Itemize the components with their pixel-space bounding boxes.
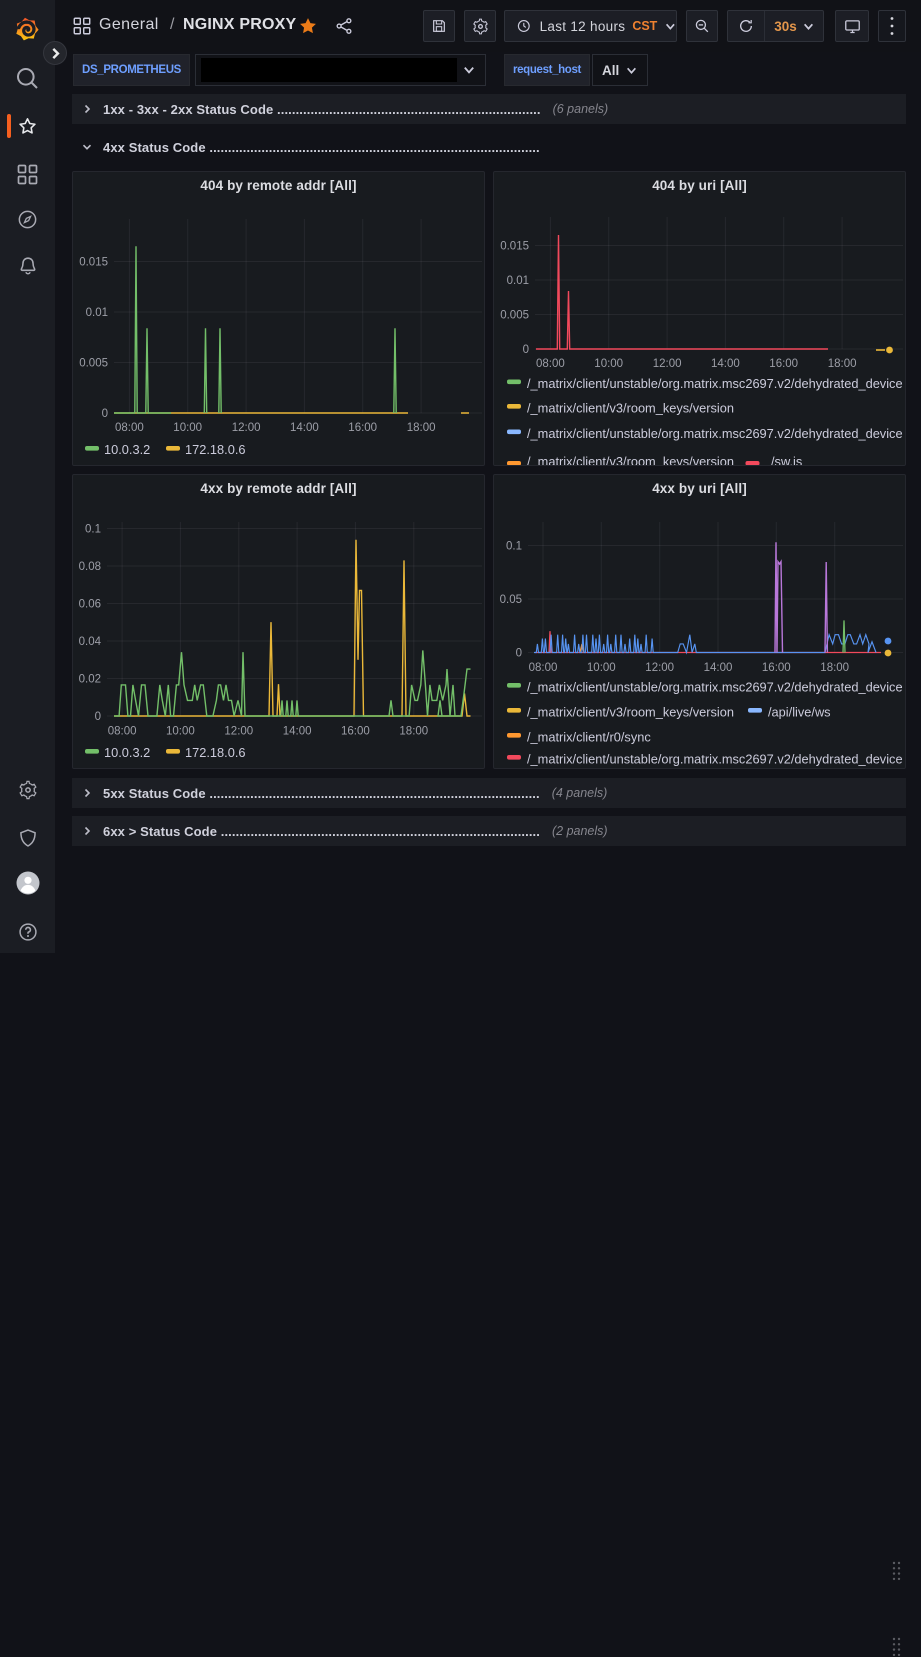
svg-text:12:00: 12:00 (224, 726, 253, 738)
svg-text:0: 0 (102, 408, 108, 420)
svg-text:0.015: 0.015 (500, 241, 529, 253)
svg-text:/sw.js: /sw.js (771, 454, 802, 465)
svg-text:/_matrix/client/unstable/org.m: /_matrix/client/unstable/org.matrix.msc2… (527, 376, 903, 391)
svg-text:0.01: 0.01 (86, 307, 108, 319)
svg-text:10.0.3.2: 10.0.3.2 (104, 442, 150, 457)
svg-text:12:00: 12:00 (653, 358, 682, 370)
svg-text:0.01: 0.01 (507, 275, 529, 287)
svg-text:/_matrix/client/unstable/org.m: /_matrix/client/unstable/org.matrix.msc2… (527, 680, 903, 695)
svg-text:/_matrix/client/unstable/org.m: /_matrix/client/unstable/org.matrix.msc2… (527, 752, 903, 767)
svg-text:0.1: 0.1 (506, 541, 522, 553)
svg-text:12:00: 12:00 (645, 662, 674, 674)
svg-text:18:00: 18:00 (828, 358, 857, 370)
svg-text:/_matrix/client/unstable/org.m: /_matrix/client/unstable/org.matrix.msc2… (527, 426, 903, 441)
svg-text:/_matrix/client/r0/sync: /_matrix/client/r0/sync (527, 730, 651, 745)
svg-text:12:00: 12:00 (232, 422, 261, 434)
svg-text:14:00: 14:00 (704, 662, 733, 674)
svg-text:0.05: 0.05 (500, 594, 522, 606)
svg-text:10:00: 10:00 (166, 726, 195, 738)
svg-text:10.0.3.2: 10.0.3.2 (104, 745, 150, 760)
svg-text:0.005: 0.005 (500, 310, 529, 322)
svg-text:0.005: 0.005 (79, 358, 108, 370)
svg-text:/_matrix/client/v3/room_keys/v: /_matrix/client/v3/room_keys/version (527, 454, 734, 465)
svg-text:14:00: 14:00 (290, 422, 319, 434)
svg-text:14:00: 14:00 (711, 358, 740, 370)
svg-text:/api/live/ws: /api/live/ws (768, 705, 831, 720)
svg-text:0.015: 0.015 (79, 257, 108, 269)
svg-text:10:00: 10:00 (173, 422, 202, 434)
svg-text:0.06: 0.06 (79, 599, 101, 611)
svg-text:172.18.0.6: 172.18.0.6 (185, 442, 246, 457)
svg-text:10:00: 10:00 (594, 358, 623, 370)
svg-text:08:00: 08:00 (536, 358, 565, 370)
svg-text:0: 0 (516, 648, 522, 660)
svg-text:172.18.0.6: 172.18.0.6 (185, 745, 246, 760)
svg-text:0.08: 0.08 (79, 561, 101, 573)
svg-text:16:00: 16:00 (769, 358, 798, 370)
svg-text:/_matrix/client/v3/room_keys/v: /_matrix/client/v3/room_keys/version (527, 705, 734, 720)
svg-text:08:00: 08:00 (529, 662, 558, 674)
svg-text:0: 0 (95, 711, 101, 723)
svg-text:0: 0 (523, 344, 529, 356)
svg-text:08:00: 08:00 (108, 726, 137, 738)
svg-text:18:00: 18:00 (407, 422, 436, 434)
svg-text:0.02: 0.02 (79, 674, 101, 686)
svg-text:0.1: 0.1 (85, 524, 101, 536)
svg-text:0.04: 0.04 (79, 636, 102, 648)
svg-text:/_matrix/client/v3/room_keys/v: /_matrix/client/v3/room_keys/version (527, 401, 734, 416)
svg-text:16:00: 16:00 (348, 422, 377, 434)
svg-text:18:00: 18:00 (820, 662, 849, 674)
svg-text:16:00: 16:00 (762, 662, 791, 674)
svg-text:16:00: 16:00 (341, 726, 370, 738)
svg-text:10:00: 10:00 (587, 662, 616, 674)
svg-text:14:00: 14:00 (283, 726, 312, 738)
svg-text:18:00: 18:00 (399, 726, 428, 738)
svg-text:08:00: 08:00 (115, 422, 144, 434)
